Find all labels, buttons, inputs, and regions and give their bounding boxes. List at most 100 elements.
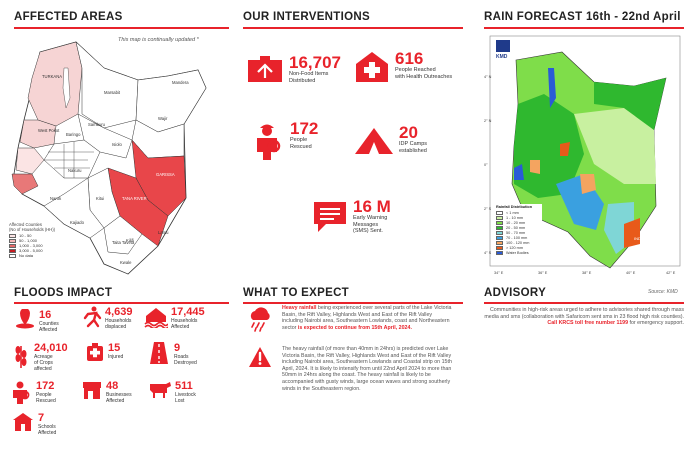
lat-tick: 0° (484, 163, 488, 167)
rain-forecast-title: RAIN FORECAST 16th - 22nd April (484, 11, 681, 23)
legend-item: 10 - 50 (9, 234, 69, 238)
flooded-house-icon (144, 308, 168, 328)
interventions-rule (243, 27, 463, 29)
intervention-value: 20 (399, 123, 418, 142)
affected-areas-rule (14, 27, 229, 29)
flood-label: Households Affected (171, 318, 198, 330)
expect-p1-tail: is expected to continue from 15th April,… (297, 324, 412, 331)
what-to-expect-rule (243, 302, 463, 304)
rain-forecast-rule (484, 27, 684, 29)
map-label: Kilifi (126, 238, 134, 243)
legend-label: > 120 mm (506, 246, 523, 250)
map-label: Isiolo (112, 142, 122, 147)
flood-value: 16 (39, 309, 52, 321)
legend-label: 50 - 70 mm (506, 231, 526, 235)
legend-swatch (9, 254, 16, 258)
legend-label: < 1 mm (506, 211, 519, 215)
map-label: Taita Taveta (112, 240, 135, 245)
legend-item: 70 - 100 mm (496, 236, 540, 240)
medical-cross-icon (356, 52, 388, 82)
first-aid-icon (87, 343, 103, 361)
legend-label: No data (19, 253, 34, 258)
flood-stat: 7 Schools Affected (12, 412, 56, 436)
map-label: Kitui (96, 196, 104, 201)
floods-impact-title: FLOODS IMPACT (14, 287, 113, 299)
legend-item: No data (9, 254, 69, 258)
legend-swatch (496, 226, 503, 230)
lat-tick: 4° S (484, 251, 492, 255)
school-icon (13, 413, 33, 431)
flood-value: 172 (36, 380, 55, 392)
legend-swatch (496, 251, 503, 255)
kmd-logo: KMD (496, 54, 508, 60)
legend-item: 10 - 20 mm (496, 221, 540, 225)
legend-swatch (496, 211, 503, 215)
advisory-text: Communities in high-risk areas urged to … (484, 307, 684, 327)
lon-tick: 38° E (582, 271, 592, 275)
flood-value: 48 (106, 380, 119, 392)
legend-swatch (496, 236, 503, 240)
lon-tick: 42° E (666, 271, 676, 275)
flood-value: 9 (174, 342, 181, 354)
map-label: TANA RIVER (122, 196, 147, 201)
legend-label: 70 - 100 mm (506, 236, 528, 240)
advisory-rule (484, 302, 684, 304)
livestock-icon (150, 382, 171, 398)
legend-swatch (9, 249, 16, 253)
intervention-value: 616 (395, 49, 424, 68)
lon-tick: 40° E (626, 271, 636, 275)
lat-tick: 2° N (484, 119, 492, 123)
location-pin-icon (16, 309, 34, 329)
legend-label: 50 - 1,000 (19, 238, 38, 243)
intervention-value: 16,707 (289, 53, 341, 72)
map-label: GARISSA (156, 172, 175, 177)
map-label: Baringo (66, 132, 81, 137)
intervention-idp-camps: 20 IDP Camps established (353, 124, 427, 156)
map-label: Lamu (158, 230, 169, 235)
message-icon (314, 202, 346, 232)
intervention-label: IDP Camps established (399, 141, 428, 154)
floods-impact-rule (14, 302, 229, 304)
legend-label: 100 - 120 mm (506, 241, 530, 245)
kenya-affected-map: TURKANA Marsabit Mandera Wajir Samburu I… (11, 41, 207, 275)
flood-stat: 9 Roads Destroyed (150, 342, 197, 366)
flood-label: Businesses Affected (106, 392, 132, 404)
legend-item: 3,000 - 5,000 (9, 249, 69, 253)
flood-value: 511 (175, 380, 193, 392)
flood-stat: 48 Businesses Affected (82, 380, 132, 404)
flood-stat: 172 People Rescued (10, 380, 56, 404)
legend-label: 10 - 20 mm (506, 221, 526, 225)
legend-item: > 120 mm (496, 246, 540, 250)
legend-item: 1 - 10 mm (496, 216, 540, 220)
advisory-tail: for emergency support. (628, 320, 684, 327)
flood-stat: 24,010 Acreage of Crops affected (10, 342, 68, 372)
legend-swatch (496, 241, 503, 245)
legend-label: 3,000 - 5,000 (19, 248, 43, 253)
what-to-expect-title: WHAT TO EXPECT (243, 287, 349, 299)
flood-value: 17,445 (171, 306, 205, 318)
ocean-label: INDIAN OCEAN (634, 236, 663, 241)
flood-stat: 17,445 Households Affected (144, 306, 205, 330)
legend-label: 1,000 - 3,000 (19, 243, 43, 248)
map-label: Kajiado (70, 220, 85, 225)
rain-cloud-icon (250, 307, 270, 332)
intervention-rescued: 172 People Rescued (252, 120, 318, 160)
rescuer-icon (257, 124, 281, 160)
intervention-label: People Rescued (290, 137, 312, 150)
legend-swatch (9, 244, 16, 248)
intervention-label: Non-Food Items Distributed (289, 71, 329, 84)
map-label: Nakuru (68, 168, 82, 173)
flood-label: People Rescued (36, 392, 56, 404)
flood-stat: 4,639 Households displaced (82, 306, 133, 330)
box-icon (248, 56, 282, 82)
legend-label: 10 - 50 (19, 233, 32, 238)
rainfall-forecast-map: KMD INDIAN OCEAN 4° N 2° N 0° 2° S 4° S … (484, 35, 681, 275)
intervention-nfi: 16,707 Non-Food Items Distributed (246, 54, 341, 84)
legend-swatch (496, 231, 503, 235)
legend-item: 100 - 120 mm (496, 241, 540, 245)
expect-paragraph-1: Heavy rainfall being experienced over se… (282, 305, 452, 331)
crop-icon (15, 346, 27, 368)
lon-tick: 34° E (494, 271, 504, 275)
shop-icon (83, 382, 101, 399)
rainfall-legend: Rainfall Distribution < 1 mm 1 - 10 mm 10 … (494, 204, 542, 256)
